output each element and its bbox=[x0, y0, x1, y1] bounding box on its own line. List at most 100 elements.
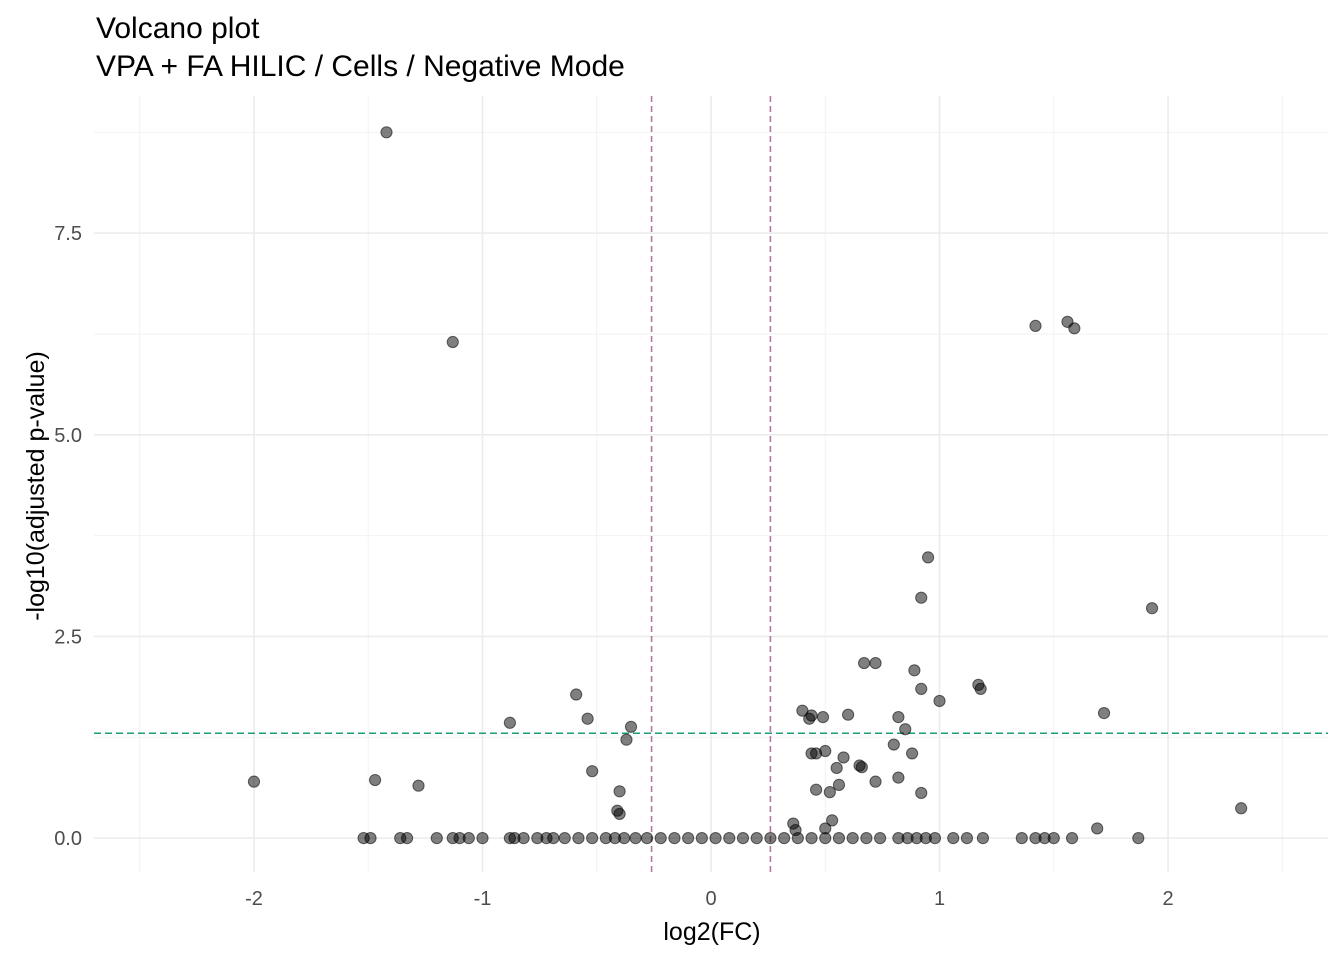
data-point bbox=[430, 832, 443, 845]
y-axis-label: -log10(adjusted p-value) bbox=[22, 351, 50, 621]
data-point bbox=[1091, 822, 1104, 835]
x-tick-label: -2 bbox=[245, 888, 263, 910]
data-point bbox=[364, 832, 377, 845]
data-point bbox=[915, 591, 928, 604]
data-point bbox=[826, 814, 839, 827]
data-point bbox=[586, 765, 599, 778]
data-point bbox=[570, 688, 583, 701]
data-point bbox=[908, 664, 921, 677]
data-point bbox=[412, 779, 425, 792]
data-point bbox=[928, 832, 942, 845]
data-point bbox=[558, 832, 571, 845]
data-point bbox=[832, 832, 846, 845]
y-tick-label: 5.0 bbox=[54, 425, 82, 447]
data-point bbox=[736, 832, 750, 845]
data-point bbox=[933, 694, 946, 708]
data-point bbox=[247, 775, 261, 788]
data-point bbox=[368, 773, 382, 787]
data-point bbox=[618, 832, 631, 845]
data-point bbox=[947, 832, 960, 845]
x-tick-label: 1 bbox=[934, 888, 945, 910]
data-point bbox=[819, 832, 832, 845]
data-point bbox=[832, 778, 846, 791]
data-point bbox=[874, 832, 887, 845]
data-point bbox=[1029, 319, 1042, 332]
data-point bbox=[462, 832, 475, 845]
x-tick-label: 0 bbox=[705, 888, 716, 910]
data-point bbox=[1097, 706, 1111, 720]
data-point bbox=[915, 682, 928, 695]
data-point bbox=[654, 832, 667, 845]
chart-title: Volcano plot bbox=[96, 12, 260, 45]
data-point bbox=[869, 775, 882, 788]
grid-major bbox=[94, 96, 1328, 872]
y-tick-label: 2.5 bbox=[54, 626, 82, 648]
data-point bbox=[446, 335, 459, 349]
data-point bbox=[682, 832, 695, 845]
data-point bbox=[668, 832, 681, 845]
data-point bbox=[750, 832, 763, 845]
data-point bbox=[892, 771, 905, 784]
data-point bbox=[915, 786, 928, 800]
data-point bbox=[846, 832, 859, 845]
x-tick-label: 2 bbox=[1162, 888, 1173, 910]
data-point bbox=[581, 712, 594, 725]
data-point bbox=[791, 832, 804, 845]
data-point bbox=[709, 832, 722, 845]
data-point bbox=[892, 711, 905, 724]
chart-subtitle: VPA + FA HILIC / Cells / Negative Mode bbox=[96, 50, 625, 83]
threshold-lines bbox=[94, 96, 1328, 872]
data-point bbox=[960, 832, 974, 845]
data-point bbox=[613, 807, 626, 821]
data-point bbox=[1068, 322, 1081, 335]
data-point bbox=[842, 708, 855, 721]
data-point bbox=[476, 832, 489, 845]
data-points bbox=[247, 126, 1248, 845]
data-point bbox=[921, 551, 935, 564]
data-point bbox=[869, 656, 882, 670]
data-point bbox=[805, 832, 818, 845]
data-point bbox=[974, 682, 987, 695]
data-point bbox=[810, 783, 823, 796]
data-point bbox=[400, 832, 414, 845]
chart-title-block: Volcano plot VPA + FA HILIC / Cells / Ne… bbox=[96, 10, 625, 86]
data-point bbox=[572, 832, 585, 845]
data-point bbox=[723, 832, 736, 845]
data-point bbox=[837, 751, 850, 764]
data-point bbox=[830, 761, 843, 775]
data-point bbox=[887, 738, 900, 751]
data-point bbox=[805, 709, 818, 722]
data-point bbox=[819, 744, 832, 758]
data-point bbox=[629, 832, 642, 845]
y-tick-label: 7.5 bbox=[54, 223, 82, 245]
data-point bbox=[640, 832, 654, 845]
x-tick-labels: -2 -1 0 1 2 bbox=[245, 888, 1174, 910]
data-point bbox=[860, 832, 873, 845]
data-point bbox=[1065, 832, 1079, 845]
x-tick-label: -1 bbox=[474, 888, 492, 910]
data-point bbox=[1132, 832, 1145, 845]
data-point bbox=[620, 733, 633, 746]
data-point bbox=[1235, 802, 1248, 815]
data-point bbox=[380, 126, 393, 139]
data-point bbox=[624, 720, 638, 733]
data-point bbox=[899, 723, 912, 736]
data-point bbox=[517, 832, 530, 845]
x-axis-label: log2(FC) bbox=[663, 918, 760, 946]
data-point bbox=[1145, 602, 1159, 615]
data-point bbox=[613, 785, 626, 798]
data-point bbox=[976, 832, 990, 845]
y-tick-label: 0.0 bbox=[54, 828, 82, 850]
data-point bbox=[855, 761, 868, 774]
data-point bbox=[823, 786, 836, 799]
data-point bbox=[503, 716, 517, 729]
data-point bbox=[586, 832, 599, 845]
data-point bbox=[816, 711, 830, 724]
data-point bbox=[858, 656, 871, 670]
data-point bbox=[547, 832, 560, 845]
data-point bbox=[778, 832, 791, 845]
data-point bbox=[905, 747, 919, 760]
data-point bbox=[1047, 832, 1060, 845]
data-point bbox=[764, 832, 777, 845]
